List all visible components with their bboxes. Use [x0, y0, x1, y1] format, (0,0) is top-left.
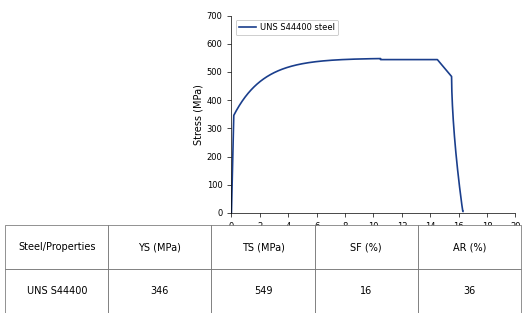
UNS S44400 steel: [309, 60, 315, 64]
Y-axis label: Stress (MPa): Stress (MPa): [194, 84, 204, 145]
UNS S44400 steel: [401, 58, 408, 61]
UNS S44400 steel: [370, 57, 377, 60]
UNS S44400 steel: [459, 208, 466, 211]
UNS S44400 steel: [406, 58, 412, 61]
UNS S44400 steel: [378, 57, 384, 60]
Line: UNS S44400 steel: UNS S44400 steel: [231, 59, 463, 213]
UNS S44400 steel: [445, 71, 451, 74]
UNS S44400 steel: [460, 210, 466, 213]
UNS S44400 steel: [228, 211, 235, 215]
Legend: UNS S44400 steel: UNS S44400 steel: [236, 20, 338, 35]
X-axis label: Strain (%): Strain (%): [349, 233, 398, 244]
